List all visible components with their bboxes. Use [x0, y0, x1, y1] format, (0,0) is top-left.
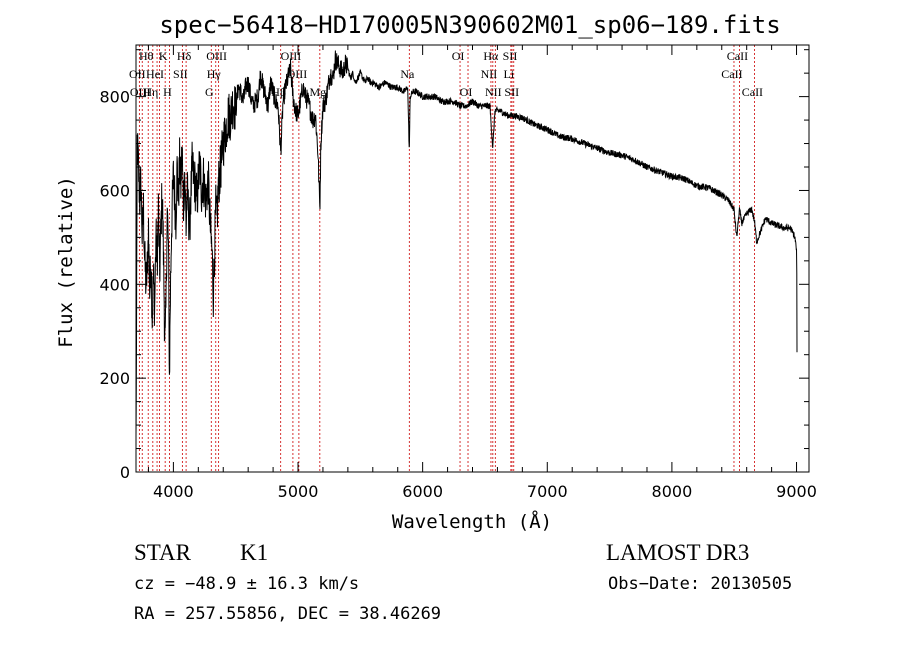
line-label-17: CaII — [721, 67, 742, 81]
object-class: STAR — [134, 540, 191, 565]
line-label-27: CaII — [742, 85, 763, 99]
line-label-10: HeI — [146, 67, 164, 81]
line-label-16: Li — [504, 67, 515, 81]
line-label-21: G — [205, 85, 214, 99]
line-label-14: Na — [400, 67, 415, 81]
line-label-3: OIII — [206, 49, 227, 63]
line-label-11: SII — [173, 67, 188, 81]
line-label-12: Hγ — [207, 67, 222, 81]
spectrum-line — [135, 50, 798, 436]
x-tick-label-0: 4000 — [153, 482, 194, 501]
line-label-1: K — [159, 49, 168, 63]
line-label-9: OII — [129, 67, 146, 81]
line-label-18: OIII — [130, 85, 151, 99]
line-label-5: OI — [452, 49, 465, 63]
y-tick-label-4: 800 — [99, 88, 130, 107]
y-tick-label-3: 600 — [99, 181, 130, 200]
line-label-26: SII — [504, 85, 519, 99]
x-tick-label-4: 8000 — [652, 482, 693, 501]
redshift-value: cz = −48.9 ± 16.3 km/s — [134, 574, 360, 594]
line-label-13: OIII — [287, 67, 308, 81]
spectrum-chart: spec−56418−HD170005N390602M01_sp06−189.f… — [55, 11, 817, 533]
spectrum-series — [135, 50, 798, 436]
x-tick-label-5: 9000 — [776, 482, 817, 501]
line-markers — [138, 45, 755, 472]
y-tick-label-0: 0 — [120, 463, 130, 482]
line-label-4: OIII — [281, 49, 302, 63]
x-tick-label-1: 5000 — [278, 482, 319, 501]
chart-title: spec−56418−HD170005N390602M01_sp06−189.f… — [159, 11, 780, 39]
y-tick-label-1: 200 — [99, 369, 130, 388]
y-tick-label-2: 400 — [99, 275, 130, 294]
line-label-22: Hβ — [271, 85, 286, 99]
line-label-2: Hδ — [177, 49, 192, 63]
x-tick-label-3: 7000 — [527, 482, 568, 501]
line-labels: Hθ K Hδ OIII OIII OI Hα SII CaII OII HeI SII Hγ OIII N… — [129, 49, 763, 99]
y-axis-label: Flux (relative) — [55, 176, 77, 348]
x-tick-label-2: 6000 — [402, 482, 443, 501]
axes: 4000 5000 6000 7000 8000 9000 0 200 400 600 800 — [99, 45, 817, 501]
line-label-7: SII — [503, 49, 518, 63]
object-subclass: K1 — [240, 540, 269, 565]
line-label-6: Hα — [483, 49, 499, 63]
line-label-20: H — [163, 85, 172, 99]
line-label-0: Hθ — [139, 49, 154, 63]
line-label-19: Hη — [143, 85, 158, 99]
line-label-24: OI — [460, 85, 473, 99]
line-label-15: NII — [481, 67, 498, 81]
line-label-23: Mg — [309, 85, 326, 99]
coordinates: RA = 257.55856, DEC = 38.46269 — [134, 604, 442, 624]
observation-date: Obs−Date: 20130505 — [608, 574, 793, 594]
line-label-25: NII — [485, 85, 502, 99]
survey-name: LAMOST DR3 — [606, 540, 750, 565]
x-axis-label: Wavelength (Å) — [392, 510, 552, 533]
line-label-8: CaII — [727, 49, 748, 63]
